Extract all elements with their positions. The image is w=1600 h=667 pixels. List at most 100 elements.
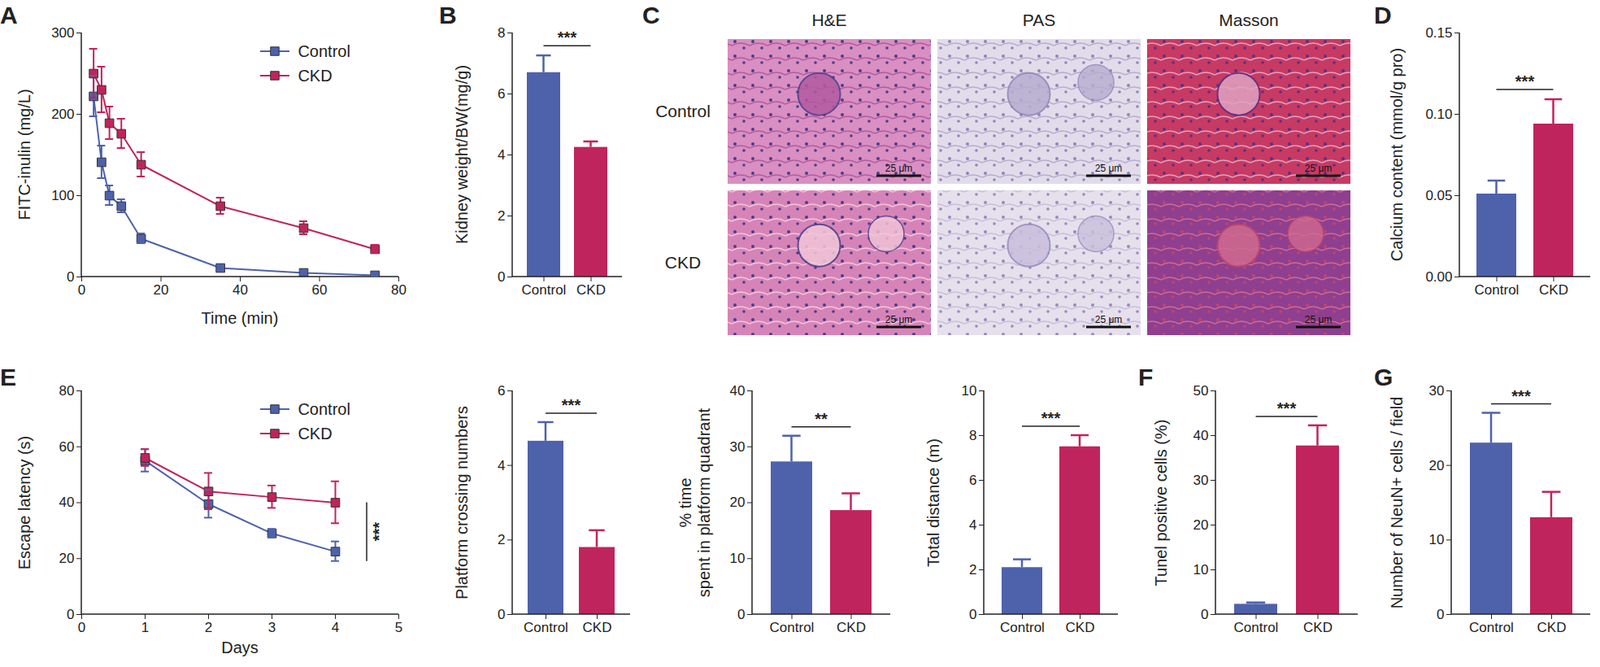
svg-text:Control: Control bbox=[1469, 619, 1514, 635]
svg-text:0: 0 bbox=[497, 269, 505, 285]
svg-text:4: 4 bbox=[497, 147, 505, 163]
svg-text:0: 0 bbox=[66, 269, 74, 285]
svg-text:***: *** bbox=[1041, 408, 1061, 427]
svg-text:10: 10 bbox=[1429, 531, 1445, 548]
html-text:Days: Days bbox=[221, 638, 259, 657]
svg-text:300: 300 bbox=[51, 25, 74, 41]
svg-text:Control: Control bbox=[655, 101, 711, 121]
svg-text:0.10: 0.10 bbox=[1425, 106, 1453, 122]
svg-text:0: 0 bbox=[1436, 606, 1444, 622]
svg-text:25 μm: 25 μm bbox=[1304, 313, 1333, 326]
svg-text:6: 6 bbox=[497, 382, 505, 399]
svg-text:***: *** bbox=[561, 395, 582, 414]
svg-text:80: 80 bbox=[59, 382, 75, 399]
svg-text:4: 4 bbox=[331, 619, 340, 635]
svg-text:30: 30 bbox=[1193, 472, 1209, 488]
svg-text:***: *** bbox=[557, 28, 578, 47]
svg-text:4: 4 bbox=[497, 457, 505, 474]
svg-text:20: 20 bbox=[59, 550, 75, 566]
svg-text:2: 2 bbox=[969, 561, 977, 578]
html-text:% time spent in platform quadr: % time spent in platform quadrant bbox=[676, 407, 714, 597]
svg-text:3: 3 bbox=[268, 619, 276, 635]
svg-text:***: *** bbox=[1511, 386, 1531, 405]
svg-text:60: 60 bbox=[312, 282, 328, 298]
html-text:Time (min): Time (min) bbox=[201, 308, 279, 327]
svg-text:10: 10 bbox=[730, 550, 746, 566]
svg-text:0: 0 bbox=[497, 606, 505, 622]
svg-text:8: 8 bbox=[969, 427, 977, 444]
svg-text:0.05: 0.05 bbox=[1425, 187, 1453, 204]
svg-text:0: 0 bbox=[78, 282, 86, 298]
svg-text:20: 20 bbox=[153, 282, 170, 298]
svg-text:40: 40 bbox=[730, 382, 746, 399]
svg-text:H&E: H&E bbox=[811, 10, 847, 30]
svg-text:200: 200 bbox=[51, 106, 74, 122]
svg-text:Control: Control bbox=[769, 619, 815, 635]
svg-text:40: 40 bbox=[232, 282, 248, 298]
html-text:Control: Control bbox=[297, 399, 351, 418]
svg-text:60: 60 bbox=[59, 439, 75, 455]
svg-text:CKD: CKD bbox=[582, 619, 613, 635]
svg-text:0: 0 bbox=[78, 619, 86, 635]
svg-text:25 μm: 25 μm bbox=[1304, 162, 1333, 174]
svg-text:6: 6 bbox=[969, 472, 977, 488]
html-text:Control: Control bbox=[297, 41, 351, 60]
html-text:Total distance (m): Total distance (m) bbox=[923, 437, 942, 567]
svg-text:1: 1 bbox=[141, 619, 149, 635]
svg-text:5: 5 bbox=[395, 619, 403, 635]
svg-text:100: 100 bbox=[51, 187, 74, 204]
svg-text:PAS: PAS bbox=[1022, 10, 1056, 30]
svg-text:40: 40 bbox=[59, 494, 75, 510]
svg-text:10: 10 bbox=[961, 382, 978, 399]
svg-text:30: 30 bbox=[1429, 382, 1445, 399]
html-text:D: D bbox=[1373, 1, 1392, 29]
html-text:CKD: CKD bbox=[297, 423, 333, 442]
svg-text:10: 10 bbox=[1193, 561, 1209, 578]
svg-text:***: *** bbox=[1515, 72, 1535, 91]
svg-text:Control: Control bbox=[1000, 619, 1045, 635]
svg-text:Control: Control bbox=[1474, 282, 1520, 298]
svg-text:Control: Control bbox=[521, 282, 567, 298]
svg-text:***: *** bbox=[369, 521, 388, 542]
html-text:Calcium content (mmol/g pro): Calcium content (mmol/g pro) bbox=[1387, 47, 1406, 262]
svg-text:**: ** bbox=[814, 409, 828, 428]
svg-text:30: 30 bbox=[730, 439, 746, 455]
svg-text:6: 6 bbox=[497, 86, 505, 102]
html-text:CKD: CKD bbox=[297, 66, 333, 85]
svg-text:2: 2 bbox=[204, 619, 213, 635]
svg-text:Control: Control bbox=[1234, 619, 1279, 635]
svg-text:20: 20 bbox=[1193, 517, 1209, 533]
svg-text:4: 4 bbox=[969, 517, 977, 533]
svg-text:CKD: CKD bbox=[836, 619, 866, 635]
svg-text:Control: Control bbox=[523, 619, 569, 635]
svg-text:25 μm: 25 μm bbox=[1095, 162, 1123, 174]
svg-text:25 μm: 25 μm bbox=[885, 313, 914, 326]
svg-text:25 μm: 25 μm bbox=[885, 162, 914, 174]
svg-text:***: *** bbox=[1277, 399, 1297, 418]
html-text:G: G bbox=[1373, 363, 1393, 391]
svg-text:2: 2 bbox=[497, 208, 505, 224]
html-text:Kidney weight/BW(mg/g): Kidney weight/BW(mg/g) bbox=[452, 65, 471, 244]
svg-text:0.15: 0.15 bbox=[1425, 25, 1453, 41]
svg-text:20: 20 bbox=[730, 494, 746, 510]
svg-text:0.00: 0.00 bbox=[1425, 269, 1453, 285]
svg-text:CKD: CKD bbox=[665, 252, 701, 272]
html-text:Platform crossing numbers: Platform crossing numbers bbox=[452, 405, 471, 599]
svg-text:50: 50 bbox=[1193, 382, 1209, 399]
svg-text:0: 0 bbox=[737, 606, 745, 622]
svg-text:40: 40 bbox=[1193, 427, 1209, 444]
svg-text:25 μm: 25 μm bbox=[1095, 313, 1123, 326]
svg-text:CKD: CKD bbox=[576, 282, 606, 298]
svg-text:CKD: CKD bbox=[1539, 282, 1569, 298]
svg-text:CKD: CKD bbox=[1065, 619, 1096, 635]
svg-text:0: 0 bbox=[1200, 606, 1209, 622]
svg-text:20: 20 bbox=[1429, 457, 1445, 474]
svg-text:8: 8 bbox=[497, 25, 505, 41]
svg-text:CKD: CKD bbox=[1303, 619, 1333, 635]
svg-text:0: 0 bbox=[66, 606, 74, 622]
svg-text:80: 80 bbox=[391, 282, 407, 298]
svg-text:0: 0 bbox=[969, 606, 977, 622]
svg-text:2: 2 bbox=[497, 531, 505, 548]
svg-text:Masson: Masson bbox=[1218, 10, 1279, 30]
svg-text:CKD: CKD bbox=[1537, 619, 1567, 635]
